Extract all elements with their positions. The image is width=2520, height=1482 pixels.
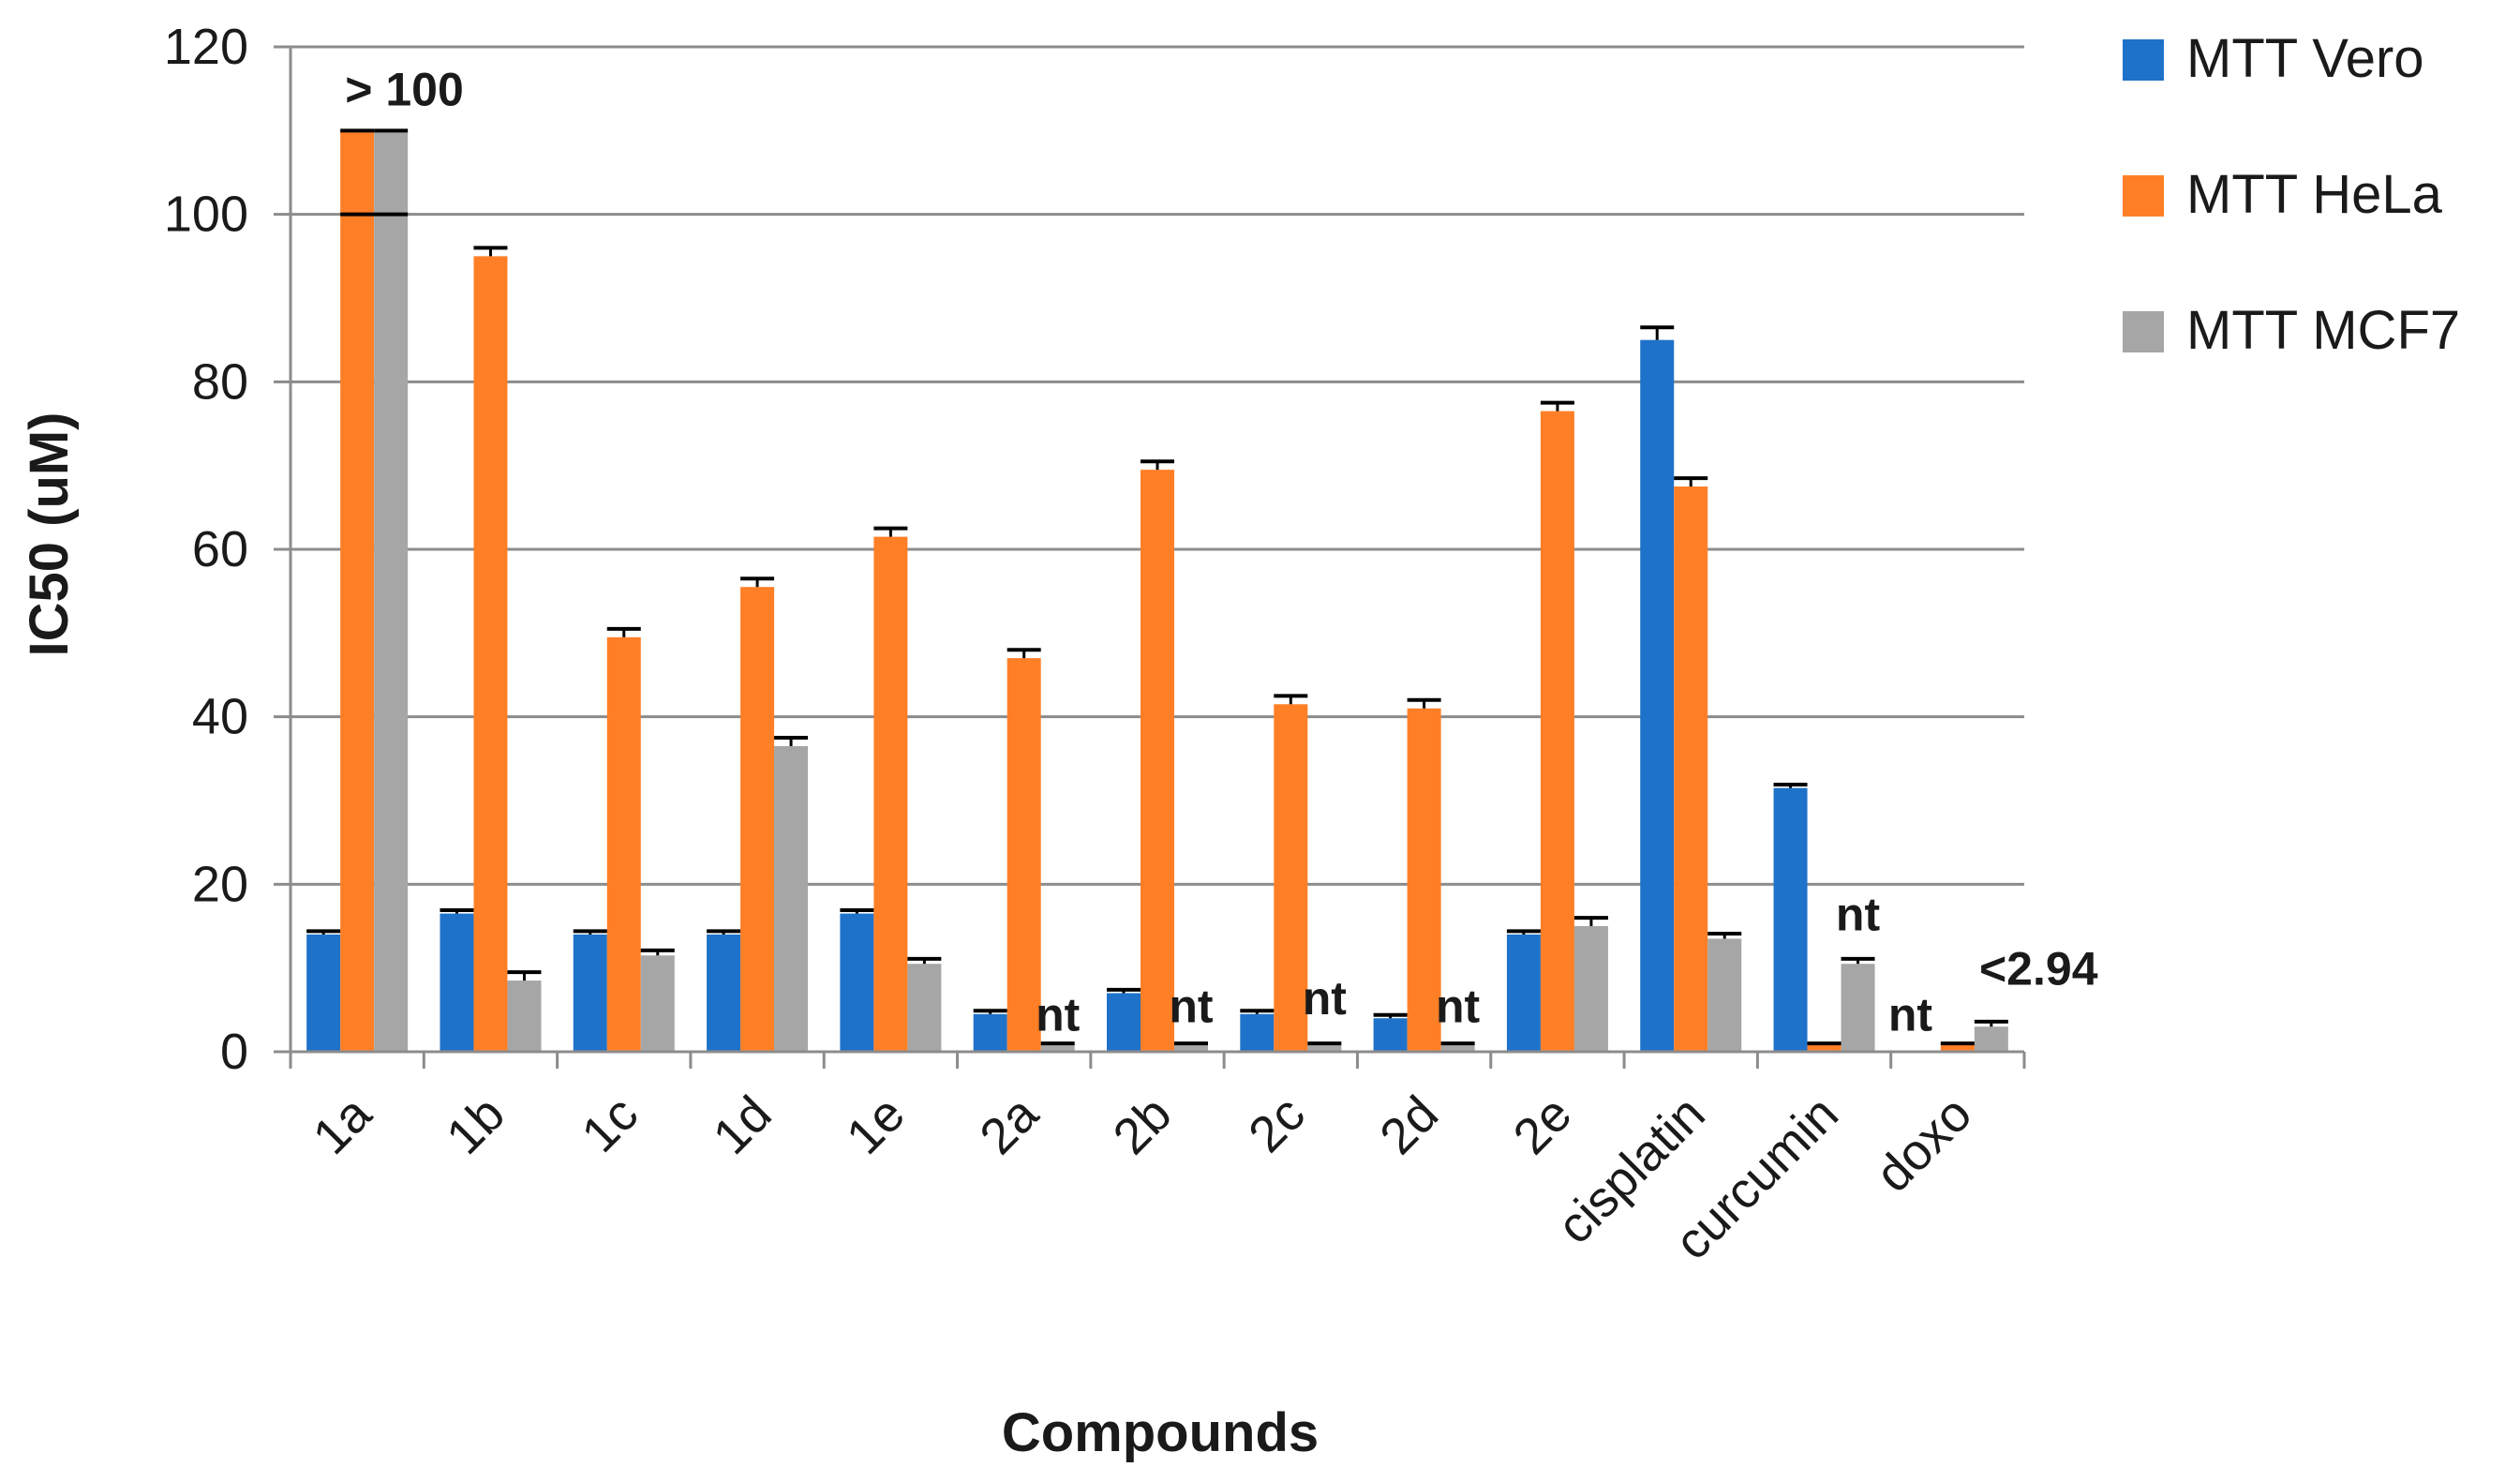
annotation-curcumin: nt — [1836, 888, 1881, 940]
x-tick-label-1e: 1e — [836, 1085, 916, 1165]
bar-mtt-hela-2c — [1274, 704, 1308, 1052]
bar-mtt-vero-2d — [1373, 1018, 1408, 1052]
bar-mtt-vero-1e — [840, 913, 874, 1052]
bar-mtt-hela-cisplatin — [1674, 487, 1708, 1052]
annotation-2d: nt — [1436, 981, 1481, 1033]
bar-mtt-vero-1d — [707, 934, 741, 1052]
annotation-doxo: <2.94 — [1979, 943, 2098, 995]
bar-mtt-mcf7-2c — [1307, 1043, 1342, 1052]
x-tick-label-1a: 1a — [303, 1085, 383, 1165]
bar-mtt-hela-2a — [1007, 658, 1041, 1052]
x-tick-label-2d: 2d — [1369, 1085, 1449, 1165]
y-tick-label: 100 — [164, 187, 248, 243]
x-tick-label-2c: 2c — [1238, 1085, 1316, 1163]
bar-mtt-hela-1c — [606, 636, 641, 1052]
bar-mtt-vero-cisplatin — [1640, 339, 1675, 1053]
y-tick-label: 0 — [220, 1024, 248, 1080]
bar-mtt-hela-doxo — [1940, 1043, 1975, 1052]
bar-mtt-vero-2c — [1240, 1013, 1275, 1052]
bar-mtt-vero-2b — [1107, 993, 1141, 1052]
bar-mtt-mcf7-2a — [1040, 1043, 1075, 1052]
legend-swatch-mtt-mcf7 — [2123, 311, 2164, 352]
bar-mtt-hela-1a — [340, 130, 375, 1053]
bar-mtt-mcf7-1d — [774, 745, 809, 1052]
bar-mtt-vero-2e — [1506, 934, 1541, 1052]
annotation-2a: nt — [1036, 989, 1081, 1041]
bar-mtt-vero-curcumin — [1773, 787, 1808, 1052]
bar-mtt-mcf7-2b — [1174, 1043, 1208, 1052]
bars — [306, 130, 2008, 1053]
bar-mtt-mcf7-1b — [507, 981, 542, 1052]
bar-mtt-vero-1b — [440, 913, 474, 1052]
bar-mtt-mcf7-1a — [374, 130, 409, 1053]
legend-swatch-mtt-vero — [2123, 39, 2164, 81]
legend-swatch-mtt-hela — [2123, 175, 2164, 217]
bar-mtt-mcf7-2d — [1440, 1043, 1475, 1052]
y-tick-label: 40 — [192, 689, 248, 745]
legend-label-mtt-hela: MTT HeLa — [2186, 164, 2443, 225]
x-tick-label-1d: 1d — [703, 1085, 783, 1165]
x-tick-label-1b: 1b — [436, 1085, 515, 1165]
error-bars — [306, 128, 2008, 1046]
y-tick-label: 80 — [192, 353, 248, 410]
bar-mtt-hela-2d — [1407, 708, 1441, 1052]
annotation-doxo: nt — [1888, 989, 1933, 1041]
bar-mtt-mcf7-curcumin — [1841, 964, 1875, 1052]
x-axis-title: Compounds — [1002, 1402, 1319, 1463]
axes — [274, 45, 2026, 1069]
x-tick-label-doxo: doxo — [1865, 1085, 1982, 1203]
bar-mtt-hela-2e — [1540, 411, 1574, 1053]
legend-label-mtt-mcf7: MTT MCF7 — [2186, 300, 2460, 361]
y-tick-label: 120 — [164, 19, 248, 75]
bar-mtt-hela-1b — [473, 256, 508, 1052]
bar-mtt-hela-2b — [1141, 470, 1174, 1053]
legend: MTT Vero MTT HeLa MTT MCF7 — [2123, 28, 2460, 361]
legend-label-mtt-vero: MTT Vero — [2186, 28, 2424, 89]
bar-mtt-vero-1a — [306, 934, 341, 1052]
x-tick-label-2b: 2b — [1103, 1085, 1183, 1165]
annotation-2c: nt — [1303, 972, 1348, 1025]
y-tick-label: 20 — [192, 856, 248, 912]
bar-mtt-mcf7-cisplatin — [1707, 938, 1742, 1052]
x-tick-label-1c: 1c — [571, 1085, 649, 1163]
bar-mtt-mcf7-1e — [907, 964, 942, 1052]
bar-mtt-vero-2a — [973, 1013, 1007, 1052]
bar-mtt-mcf7-doxo — [1974, 1026, 2008, 1052]
y-tick-label: 60 — [192, 521, 248, 577]
bar-mtt-mcf7-1c — [640, 955, 675, 1052]
bar-mtt-vero-1c — [573, 934, 607, 1052]
y-axis-title: IC50 (uM) — [19, 412, 80, 657]
x-tick-label-2a: 2a — [969, 1085, 1050, 1165]
bar-mtt-hela-1e — [873, 536, 908, 1052]
x-tick-label-2e: 2e — [1503, 1085, 1583, 1165]
bar-mtt-hela-curcumin — [1807, 1043, 1842, 1052]
annotation-2b: nt — [1169, 981, 1214, 1033]
bar-mtt-hela-1d — [740, 587, 775, 1052]
bar-mtt-mcf7-2e — [1573, 926, 1608, 1052]
y-tick-labels: 0 20 40 60 80 100 120 — [164, 19, 248, 1080]
annotation-1a: > 100 — [345, 64, 464, 116]
